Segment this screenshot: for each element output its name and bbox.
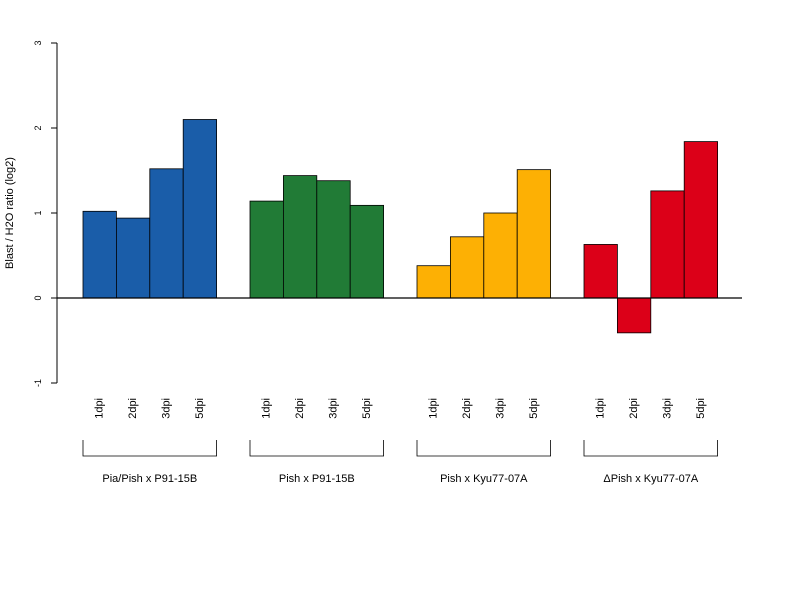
bar bbox=[583, 244, 618, 299]
x-tick-label: 3dpi bbox=[661, 398, 673, 419]
y-axis: -1 0 1 2 3 bbox=[33, 40, 58, 387]
bar bbox=[149, 168, 184, 299]
group-bracket bbox=[249, 440, 384, 457]
y-axis-label: Blast / H2O ratio (log2) bbox=[4, 157, 16, 269]
y-tick-label: 3 bbox=[33, 40, 43, 45]
bar bbox=[249, 200, 284, 299]
bar bbox=[116, 217, 151, 299]
y-tick-label: 1 bbox=[33, 210, 43, 215]
y-tick-label: -1 bbox=[33, 379, 43, 387]
x-tick-label: 5dpi bbox=[361, 398, 373, 419]
x-tick-label: 5dpi bbox=[528, 398, 540, 419]
bar bbox=[349, 204, 385, 299]
y-tick-label: 0 bbox=[33, 295, 43, 300]
group-label: Pia/Pish x P91-15B bbox=[102, 473, 197, 485]
x-tick-label: 1dpi bbox=[428, 398, 440, 419]
x-tick-label: 5dpi bbox=[194, 398, 206, 419]
group-bracket bbox=[82, 440, 217, 457]
x-tick-label: 1dpi bbox=[94, 398, 106, 419]
bar bbox=[650, 190, 685, 299]
bars bbox=[82, 119, 719, 334]
x-tick-label: 1dpi bbox=[595, 398, 607, 419]
x-tick-label: 2dpi bbox=[461, 398, 473, 419]
x-tick-label: 2dpi bbox=[127, 398, 139, 419]
x-tick-label: 1dpi bbox=[261, 398, 273, 419]
bar bbox=[82, 210, 117, 299]
group-bracket bbox=[416, 440, 551, 457]
group-label: Pish x Kyu77-07A bbox=[440, 473, 528, 485]
bar bbox=[282, 175, 318, 299]
bar bbox=[449, 236, 485, 299]
group-bracket bbox=[583, 440, 718, 457]
x-tick-label: 3dpi bbox=[494, 398, 506, 419]
x-tick-label: 2dpi bbox=[294, 398, 306, 419]
x-tick-label: 2dpi bbox=[628, 398, 640, 419]
bar bbox=[683, 141, 719, 299]
group-brackets: Pia/Pish x P91-15B Pish x P91-15B Pish x K… bbox=[82, 440, 718, 485]
y-tick-label: 2 bbox=[33, 125, 43, 130]
group-label: ΔPish x Kyu77-07A bbox=[603, 473, 698, 485]
bar bbox=[316, 180, 351, 299]
bar bbox=[416, 265, 451, 299]
group-label: Pish x P91-15B bbox=[279, 473, 355, 485]
bar bbox=[617, 297, 652, 334]
x-tick-label: 3dpi bbox=[327, 398, 339, 419]
bar bbox=[483, 212, 518, 299]
x-tick-labels: 1dpi 2dpi 3dpi 5dpi 1dpi 2dpi 3dpi 5dpi 1dpi 2dpi… bbox=[94, 398, 707, 419]
x-tick-label: 3dpi bbox=[160, 398, 172, 419]
x-tick-label: 5dpi bbox=[695, 398, 707, 419]
bar bbox=[516, 169, 552, 299]
bar bbox=[182, 119, 217, 299]
